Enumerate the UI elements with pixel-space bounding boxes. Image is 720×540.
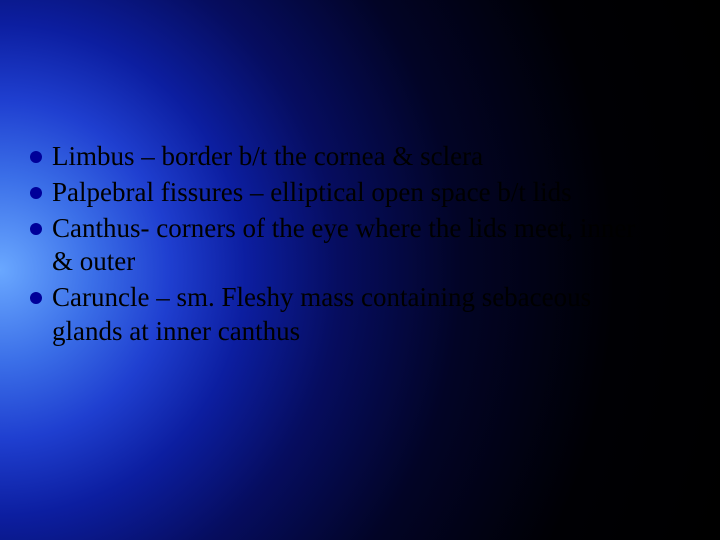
- bullet-icon: [30, 187, 42, 199]
- list-item: Canthus- corners of the eye where the li…: [30, 212, 660, 280]
- bullet-text: Canthus- corners of the eye where the li…: [52, 212, 660, 280]
- list-item: Palpebral fissures – elliptical open spa…: [30, 176, 660, 210]
- slide: Limbus – border b/t the cornea & sclera …: [0, 0, 720, 540]
- bullet-icon: [30, 223, 42, 235]
- bullet-text: Limbus – border b/t the cornea & sclera: [52, 140, 483, 174]
- bullet-list: Limbus – border b/t the cornea & sclera …: [30, 140, 660, 351]
- bullet-icon: [30, 292, 42, 304]
- bullet-text: Caruncle – sm. Fleshy mass containing se…: [52, 281, 660, 349]
- list-item: Limbus – border b/t the cornea & sclera: [30, 140, 660, 174]
- bullet-text: Palpebral fissures – elliptical open spa…: [52, 176, 572, 210]
- list-item: Caruncle – sm. Fleshy mass containing se…: [30, 281, 660, 349]
- bullet-icon: [30, 151, 42, 163]
